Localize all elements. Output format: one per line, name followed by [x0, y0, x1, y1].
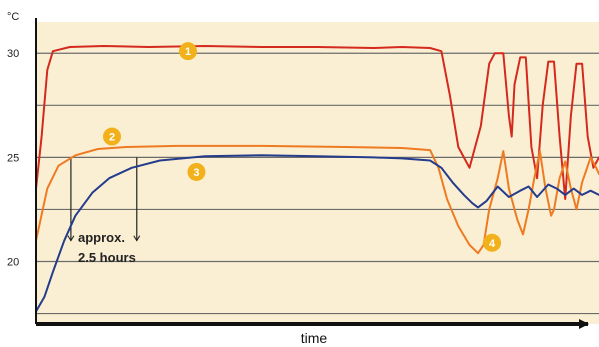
marker-1: 1	[179, 42, 198, 61]
marker-4: 4	[483, 233, 502, 252]
marker-circle	[179, 42, 198, 61]
annotation-text: approx. 2.5 hours	[78, 230, 136, 265]
annotation-line: approx.	[78, 230, 125, 245]
x-axis-title: time	[301, 330, 328, 346]
marker-circle	[483, 233, 502, 252]
series-line-2	[35, 144, 599, 255]
y-tick-label: 30	[7, 48, 19, 60]
marker-label: 4	[489, 238, 496, 250]
series-lines	[35, 45, 599, 313]
marker-label: 2	[109, 132, 115, 144]
marker-circle	[187, 162, 206, 181]
marker-3: 3	[187, 162, 206, 181]
annotation-arrowhead	[133, 235, 141, 242]
gridlines	[36, 52, 599, 315]
series-line-3	[35, 154, 599, 313]
y-unit-label: °C	[7, 11, 19, 23]
y-tick-label: 20	[7, 257, 19, 269]
marker-label: 3	[193, 167, 199, 179]
annotation-line: 2.5 hours	[78, 250, 136, 265]
y-tick-label: 25	[7, 152, 19, 164]
annotation-arrowhead	[67, 235, 75, 242]
y-tick-labels: 20 25 30	[7, 48, 19, 268]
series-markers: 1 2 3 4	[103, 42, 502, 252]
marker-2: 2	[103, 127, 122, 146]
marker-label: 1	[185, 46, 191, 58]
series-line-1	[35, 45, 599, 200]
marker-circle	[103, 127, 122, 146]
axes	[35, 18, 589, 329]
